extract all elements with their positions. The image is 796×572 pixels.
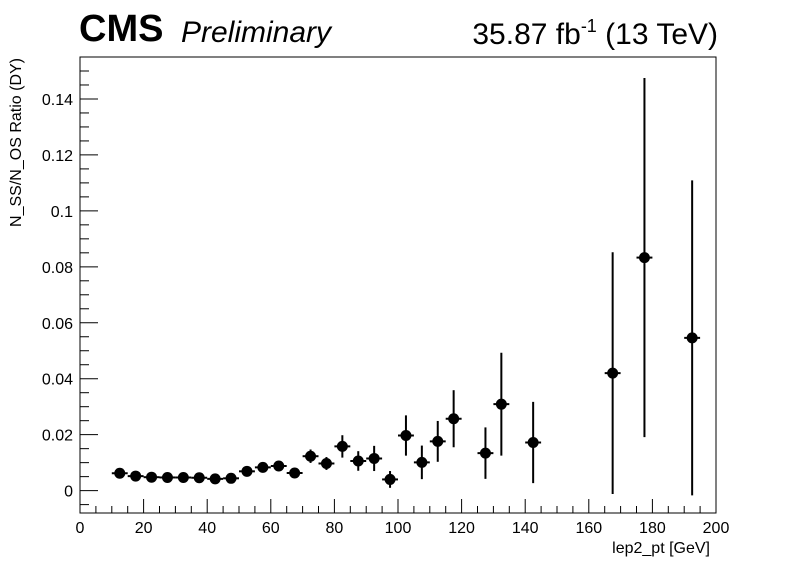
point-marker (479, 447, 491, 459)
data-point (254, 461, 271, 473)
point-marker (416, 456, 428, 468)
point-marker (225, 472, 237, 484)
x-tick-label: 80 (326, 520, 344, 537)
data-point (398, 415, 414, 456)
y-tick-label: 0.06 (42, 316, 73, 333)
data-point (525, 401, 542, 484)
data-point (493, 352, 510, 456)
data-point (604, 252, 621, 494)
preliminary-label: Preliminary (181, 16, 332, 49)
x-tick-label: 160 (575, 520, 602, 537)
point-marker (209, 473, 221, 485)
plot-frame (79, 56, 717, 514)
data-point (684, 180, 701, 496)
data-point (207, 473, 224, 485)
x-tick-label: 120 (448, 520, 475, 537)
point-marker (114, 467, 126, 479)
x-tick-label: 20 (135, 520, 153, 537)
point-marker (193, 472, 205, 484)
data-point (429, 420, 446, 462)
cms-label: CMS (79, 8, 164, 50)
point-marker (448, 413, 460, 425)
point-marker (384, 473, 396, 485)
data-point (111, 467, 128, 479)
data-point (445, 390, 462, 448)
data-point (191, 472, 208, 484)
data-point (334, 435, 351, 458)
point-marker (177, 471, 189, 483)
energy-label: (13 TeV) (596, 18, 718, 51)
data-points (111, 77, 701, 496)
y-tick-label: 0.12 (42, 148, 73, 165)
point-marker (368, 452, 380, 464)
y-tick-label: 0.02 (42, 428, 73, 445)
data-point (318, 457, 335, 470)
point-marker (336, 440, 348, 452)
axes: 0 20 40 60 80 100 120 140 160 180 200 0 0.02 0.04 0.06… (42, 56, 730, 537)
point-marker (320, 457, 332, 469)
y-tick-label: 0.14 (42, 92, 73, 109)
point-marker (289, 467, 301, 479)
x-tick-label: 140 (512, 520, 539, 537)
point-marker (638, 252, 650, 264)
data-point (143, 471, 160, 483)
point-marker (161, 471, 173, 483)
y-tick-label: 0 (64, 484, 73, 501)
point-marker (607, 367, 619, 379)
data-point (223, 472, 239, 484)
point-marker (495, 398, 507, 410)
x-axis-label: lep2_pt [GeV] (612, 540, 710, 557)
lumi-value: 35.87 fb (472, 18, 581, 51)
y-tick-label: 0.08 (42, 260, 73, 277)
y-tick-label: 0.1 (51, 204, 73, 221)
x-tick-label: 60 (262, 520, 280, 537)
point-marker (146, 471, 158, 483)
point-marker (352, 455, 364, 467)
luminosity-label: 35.87 fb-1 (13 TeV) (472, 16, 718, 52)
point-marker (432, 435, 444, 447)
x-tick-label: 40 (198, 520, 216, 537)
x-tick-label: 0 (76, 520, 85, 537)
data-point (413, 445, 430, 480)
point-marker (241, 465, 253, 477)
point-marker (686, 332, 698, 344)
x-tick-label: 100 (385, 520, 412, 537)
y-tick-label: 0.04 (42, 372, 73, 389)
data-point (636, 77, 653, 438)
x-tick-label: 200 (703, 520, 730, 537)
data-point (286, 467, 303, 479)
data-point (270, 460, 287, 472)
data-point (302, 449, 319, 463)
lumi-exponent: -1 (580, 16, 597, 36)
point-marker (257, 461, 269, 473)
data-point (127, 470, 144, 482)
y-axis-label: N_SS/N_OS Ratio (DY) (8, 58, 25, 227)
point-marker (273, 460, 285, 472)
point-marker (400, 430, 412, 442)
point-marker (130, 470, 142, 482)
point-marker (527, 437, 539, 449)
data-point (382, 471, 398, 488)
data-point (366, 445, 383, 472)
data-point (159, 471, 176, 483)
data-point (175, 471, 192, 483)
data-point (477, 427, 494, 479)
data-point (239, 465, 255, 477)
x-tick-label: 180 (639, 520, 666, 537)
data-point (350, 451, 367, 471)
point-marker (305, 450, 317, 462)
